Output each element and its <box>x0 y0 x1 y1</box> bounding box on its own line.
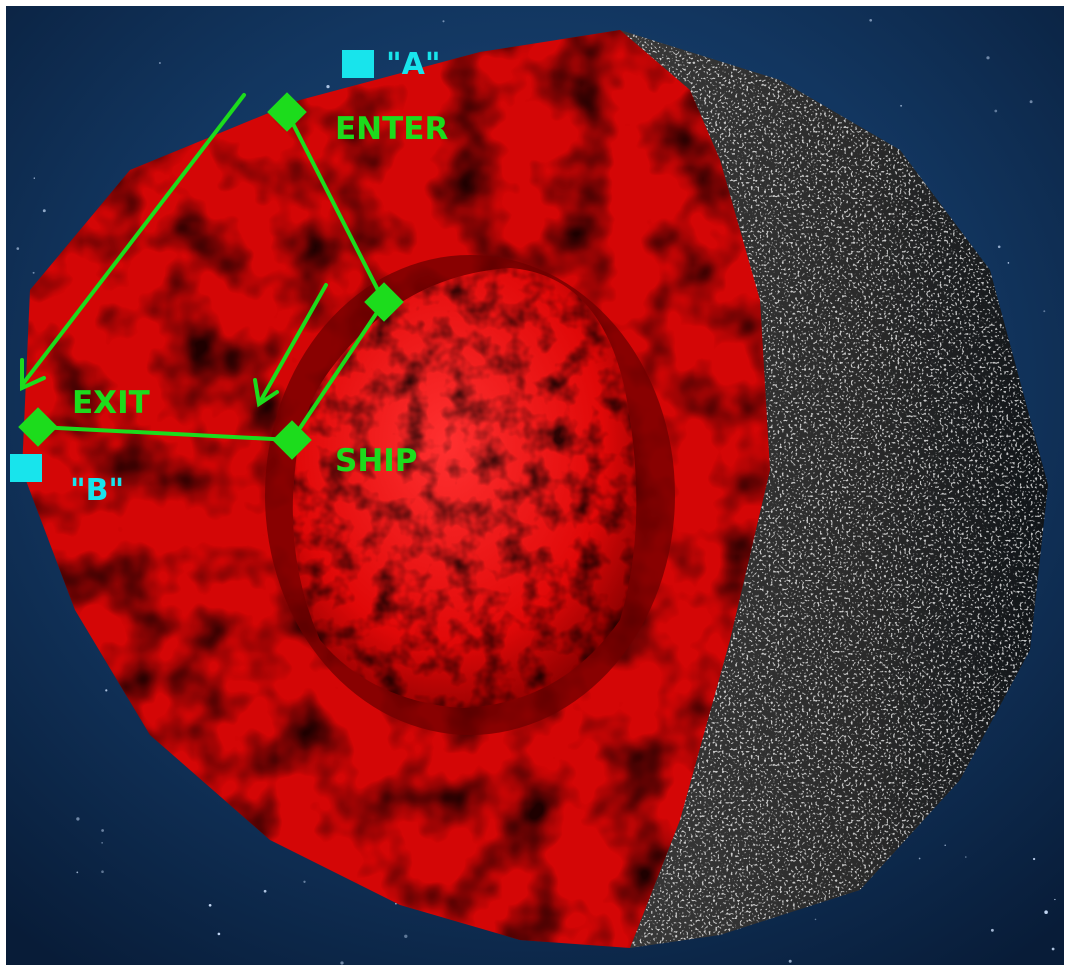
star <box>814 918 817 921</box>
outer-direction-arrow <box>20 93 246 387</box>
star <box>303 880 306 883</box>
star <box>326 84 330 89</box>
star <box>986 56 990 60</box>
star <box>1043 310 1046 313</box>
star <box>869 18 873 22</box>
star <box>76 871 79 874</box>
star <box>217 932 221 936</box>
trajectory <box>20 93 386 442</box>
star <box>101 842 103 844</box>
star <box>965 856 967 858</box>
star <box>158 61 161 65</box>
inner-arrow-head <box>253 378 279 408</box>
star <box>263 889 267 893</box>
star <box>788 959 792 963</box>
star <box>900 104 903 107</box>
point-b-marker <box>10 454 42 482</box>
ship-label: SHIP <box>335 443 418 479</box>
star <box>1044 910 1048 914</box>
descent-path-line <box>290 300 386 442</box>
star <box>1051 947 1055 951</box>
core-entry-diamond <box>364 282 404 322</box>
star <box>990 928 994 932</box>
star <box>42 209 46 213</box>
star <box>997 245 1001 249</box>
star <box>208 903 212 907</box>
star <box>442 20 445 23</box>
star <box>1032 857 1036 861</box>
point-a-label: "A" <box>386 47 440 82</box>
star <box>101 829 104 832</box>
ship-diamond <box>272 420 312 460</box>
star <box>404 934 408 938</box>
star <box>395 902 397 905</box>
star <box>101 870 104 873</box>
enter-label: ENTER <box>335 111 448 147</box>
star <box>33 177 35 179</box>
inner-direction-arrow <box>258 283 328 404</box>
star <box>76 817 80 821</box>
star <box>944 844 946 847</box>
point-b-label: "B" <box>70 473 124 508</box>
star <box>105 689 108 692</box>
star <box>994 109 998 113</box>
star <box>1054 898 1056 901</box>
core-texture <box>292 268 637 708</box>
point-a-marker <box>342 50 374 78</box>
enter-path-line <box>285 110 386 304</box>
star <box>32 271 35 274</box>
exit-label: EXIT <box>72 385 150 421</box>
star <box>340 961 344 965</box>
star <box>1007 262 1010 264</box>
star <box>918 857 921 860</box>
star <box>1029 100 1033 104</box>
exit-path-line <box>36 425 294 442</box>
star <box>16 247 20 250</box>
outer-arrow-head <box>20 358 46 392</box>
